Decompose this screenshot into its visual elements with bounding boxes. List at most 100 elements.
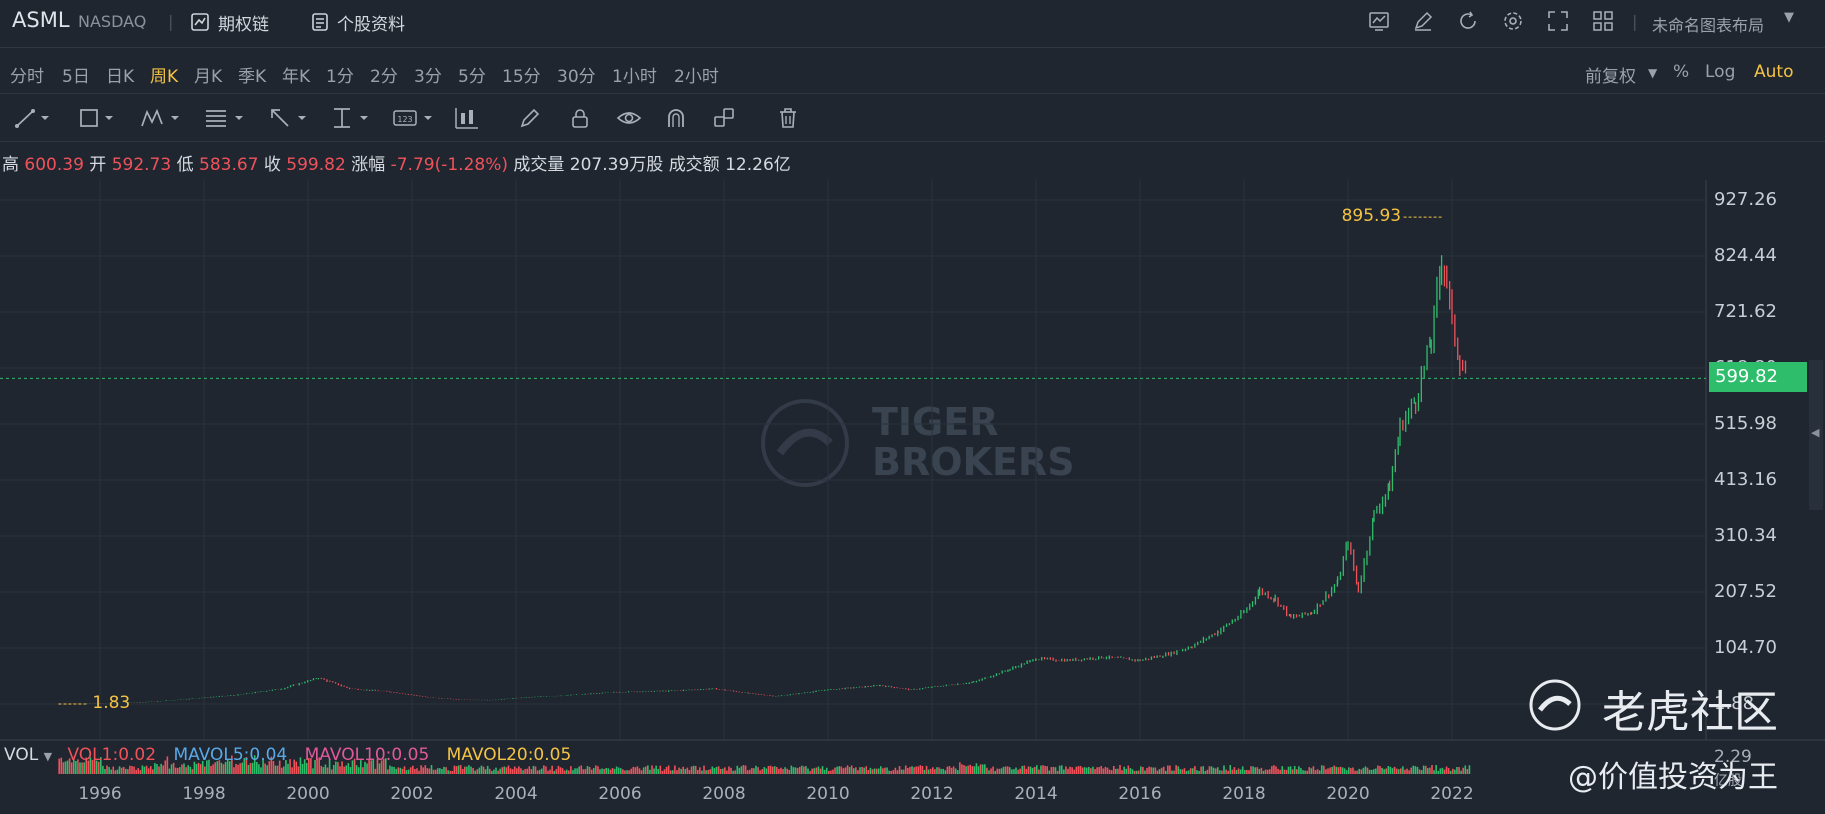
volume-bar <box>412 765 414 774</box>
layout-grid-icon[interactable] <box>1592 10 1614 32</box>
volume-bar <box>672 770 674 774</box>
volume-bar <box>503 766 506 774</box>
volume-bar <box>222 764 225 774</box>
price-chart[interactable] <box>0 180 1825 814</box>
period-daily[interactable]: 日K <box>106 67 135 87</box>
volume-bar <box>738 767 741 774</box>
volume-bar <box>979 764 982 774</box>
volume-bar <box>998 768 1001 774</box>
side-panel-handle[interactable]: ◀ <box>1809 360 1823 510</box>
volume-bar <box>1454 769 1456 774</box>
volume-bar <box>372 758 375 774</box>
volume-bar <box>393 766 395 774</box>
auto-toggle[interactable]: Auto <box>1754 62 1794 82</box>
period-2min[interactable]: 2分 <box>370 67 398 87</box>
volume-bar <box>925 765 928 774</box>
adjust-dropdown[interactable]: 前复权 <box>1585 67 1636 87</box>
period-15min[interactable]: 15分 <box>502 67 541 87</box>
volume-bar <box>1335 766 1338 774</box>
volume-bar <box>855 767 857 774</box>
candlestick-icon[interactable] <box>454 106 478 130</box>
volume-bar <box>819 768 822 774</box>
layout-name-dropdown[interactable]: 未命名图表布局 <box>1652 16 1765 35</box>
period-yearly[interactable]: 年K <box>282 67 311 87</box>
period-5day[interactable]: 5日 <box>62 67 90 87</box>
volume-bar <box>156 764 158 774</box>
volume-bar <box>771 766 774 774</box>
volume-bar <box>744 765 747 774</box>
volume-bar <box>443 766 445 774</box>
period-1min[interactable]: 1分 <box>326 67 354 87</box>
volume-bar <box>1164 770 1167 774</box>
vol-label[interactable]: VOL <box>4 745 39 765</box>
volume-bar <box>559 767 562 774</box>
volume-bar <box>1054 767 1057 774</box>
lock-icon[interactable] <box>568 106 592 130</box>
volume-bar <box>378 763 381 774</box>
volume-bar <box>337 762 339 774</box>
volume-bar <box>1320 765 1323 774</box>
adjust-chevron-down-icon[interactable]: ▼ <box>1648 66 1658 80</box>
period-monthly[interactable]: 月K <box>194 67 223 87</box>
volume-bar <box>112 766 115 774</box>
volume-bar <box>308 758 310 774</box>
volume-bar <box>1443 769 1446 774</box>
symbol[interactable]: ASML <box>12 8 70 32</box>
period-30min[interactable]: 30分 <box>557 67 596 87</box>
volume-bar <box>615 766 618 774</box>
volume-bar <box>688 769 691 774</box>
text-label-tool-icon[interactable]: 123 <box>392 106 432 130</box>
edit-icon[interactable] <box>1412 10 1434 32</box>
vol-chevron-down-icon[interactable]: ▼ <box>43 750 53 763</box>
volume-bar <box>1395 768 1398 774</box>
rectangle-tool-icon[interactable] <box>78 106 113 130</box>
volume-bar <box>850 765 853 774</box>
period-5min[interactable]: 5分 <box>458 67 486 87</box>
pattern-tool-icon[interactable] <box>140 106 179 130</box>
volume-bar <box>936 767 938 774</box>
magnet-icon[interactable] <box>664 106 688 130</box>
low-label: 低 <box>176 155 194 175</box>
chevron-down-icon[interactable]: ▼ <box>1784 10 1794 25</box>
volume-bar <box>172 762 175 774</box>
refresh-icon[interactable] <box>1457 10 1479 32</box>
volume-bar <box>168 768 171 774</box>
volume-bar <box>784 767 786 774</box>
volume-bar <box>948 766 951 774</box>
pencil-icon[interactable] <box>518 106 542 130</box>
trendline-tool-icon[interactable] <box>14 106 49 130</box>
options-chain-button[interactable]: 期权链 <box>218 15 269 35</box>
log-toggle[interactable]: Log <box>1705 62 1736 82</box>
trash-icon[interactable] <box>776 106 800 130</box>
eye-icon[interactable] <box>616 106 642 130</box>
volume-bar <box>1279 769 1281 774</box>
volume-bar <box>152 769 154 774</box>
volume-bar <box>1123 766 1125 774</box>
link-icon[interactable] <box>712 106 736 130</box>
stock-profile-button[interactable]: 个股资料 <box>337 15 405 35</box>
volume-bar <box>1144 770 1146 774</box>
period-2hour[interactable]: 2小时 <box>674 67 719 87</box>
volume-bar <box>776 767 778 774</box>
period-1hour[interactable]: 1小时 <box>612 67 657 87</box>
volume-bar <box>1391 768 1394 774</box>
indicator-icon[interactable] <box>1368 10 1390 32</box>
measure-tool-icon[interactable] <box>330 106 368 130</box>
volume-bar <box>746 770 749 774</box>
period-quarterly[interactable]: 季K <box>238 67 267 87</box>
volume-bar <box>272 761 275 774</box>
fullscreen-icon[interactable] <box>1547 10 1569 32</box>
arrow-tool-icon[interactable] <box>268 106 306 130</box>
percent-toggle[interactable]: % <box>1673 62 1690 82</box>
volume-bar <box>1212 767 1215 774</box>
chevron-left-icon[interactable]: ◀ <box>1811 426 1820 439</box>
period-3min[interactable]: 3分 <box>414 67 442 87</box>
period-weekly[interactable]: 周K <box>150 67 179 87</box>
period-intraday[interactable]: 分时 <box>10 67 44 87</box>
volume-bar <box>1013 769 1015 774</box>
fibonacci-tool-icon[interactable] <box>204 106 243 130</box>
volume-bar <box>1200 766 1202 774</box>
volume-bar <box>852 768 855 774</box>
settings-gear-icon[interactable] <box>1502 10 1524 32</box>
volume-bar <box>187 765 189 774</box>
